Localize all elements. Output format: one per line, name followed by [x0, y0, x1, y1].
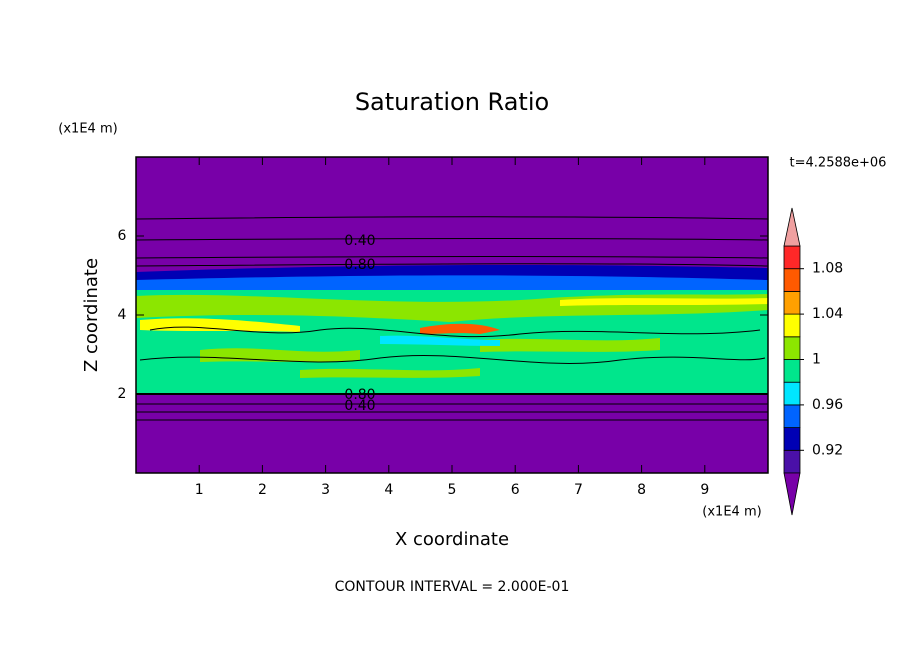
- colorbar-box: [783, 427, 801, 451]
- x-tick-label: 1: [195, 482, 204, 498]
- y-axis-label: Z coordinate: [81, 258, 102, 372]
- colorbar-box: [783, 404, 801, 428]
- colorbar-box: [783, 381, 801, 406]
- x-tick-label: 3: [321, 482, 330, 498]
- colorbar-box: [783, 313, 801, 338]
- y-tick-label: 4: [118, 307, 127, 323]
- contour-label: 0.40: [344, 233, 375, 249]
- x-tick-label: 6: [511, 482, 520, 498]
- colorbar-tick-label: 1: [812, 352, 821, 368]
- x-tick-label: 8: [637, 482, 646, 498]
- field: [135, 157, 769, 473]
- x-unit: (x1E4 m): [702, 505, 761, 520]
- y-tick-label: 6: [118, 228, 127, 244]
- colorbar-box: [783, 359, 801, 383]
- colorbar-under: [783, 472, 801, 516]
- x-axis-label: X coordinate: [395, 529, 509, 550]
- time-label: t=4.2588e+06: [790, 156, 887, 171]
- colorbar-box: [783, 245, 801, 270]
- colorbar-tick-label: 0.96: [812, 397, 843, 413]
- footer: CONTOUR INTERVAL = 2.000E-01: [335, 579, 570, 595]
- x-tick-label: 9: [700, 482, 709, 498]
- x-tick-label: 5: [448, 482, 457, 498]
- contour-label: 0.40: [344, 398, 375, 414]
- x-tick-label: 7: [574, 482, 583, 498]
- colorbar-tick-label: 1.08: [812, 261, 843, 277]
- contour-label: 0.80: [344, 387, 375, 403]
- colorbar-tick-label: 0.92: [812, 442, 843, 458]
- colorbar-tick-label: 1.04: [812, 306, 843, 322]
- colorbar-box: [783, 268, 801, 292]
- colorbar-box: [783, 449, 801, 474]
- y-tick-label: 2: [118, 386, 127, 402]
- x-tick-label: 4: [384, 482, 393, 498]
- contour-label: 0.80: [344, 257, 375, 273]
- y-unit: (x1E4 m): [58, 122, 117, 137]
- colorbar-over: [783, 207, 801, 247]
- chart-title: Saturation Ratio: [355, 88, 549, 116]
- colorbar-box: [783, 290, 801, 315]
- x-tick-label: 2: [258, 482, 267, 498]
- colorbar-box: [783, 336, 801, 360]
